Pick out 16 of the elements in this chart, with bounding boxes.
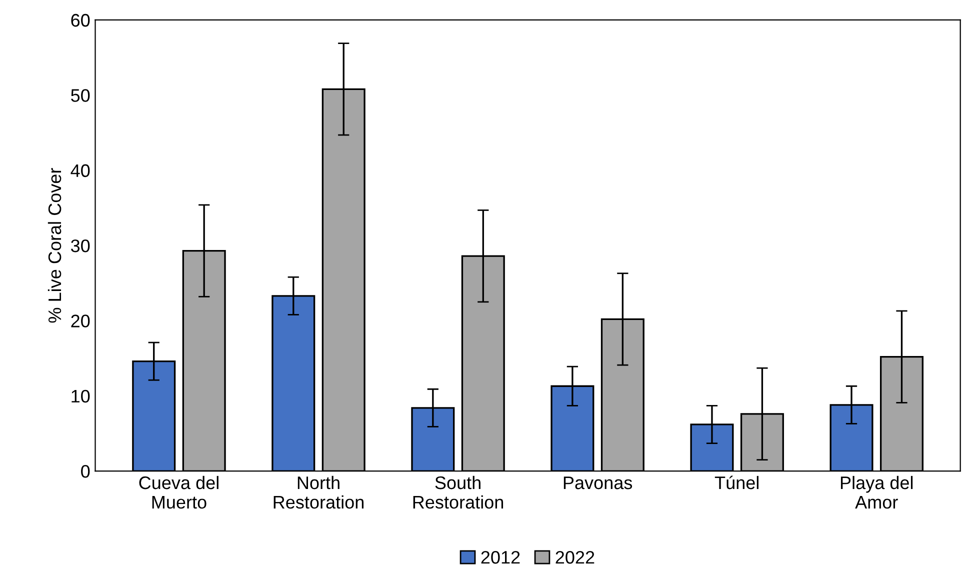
legend-label: 2012: [481, 550, 520, 564]
x-tick-label: Túnel: [714, 476, 758, 490]
y-tick-label: 0: [81, 465, 90, 478]
x-tick-label: North Restoration: [274, 476, 364, 509]
legend-label: 2022: [556, 550, 594, 564]
y-tick-label: 60: [71, 14, 90, 27]
y-tick-label: 50: [71, 89, 90, 102]
x-tick-label: Pavonas: [564, 476, 632, 490]
y-tick-label: 40: [70, 164, 90, 178]
y-tick-label: 30: [71, 239, 90, 252]
x-tick-label: Cueva del Muerto: [139, 476, 218, 509]
y-tick-label: 20: [71, 314, 90, 328]
y-tick-label: 10: [72, 390, 90, 403]
x-tick-label: South Restoration: [413, 476, 504, 509]
x-tick-label: Playa del Amor: [840, 476, 913, 509]
y-axis-title: % Live Coral Cover: [48, 168, 62, 323]
